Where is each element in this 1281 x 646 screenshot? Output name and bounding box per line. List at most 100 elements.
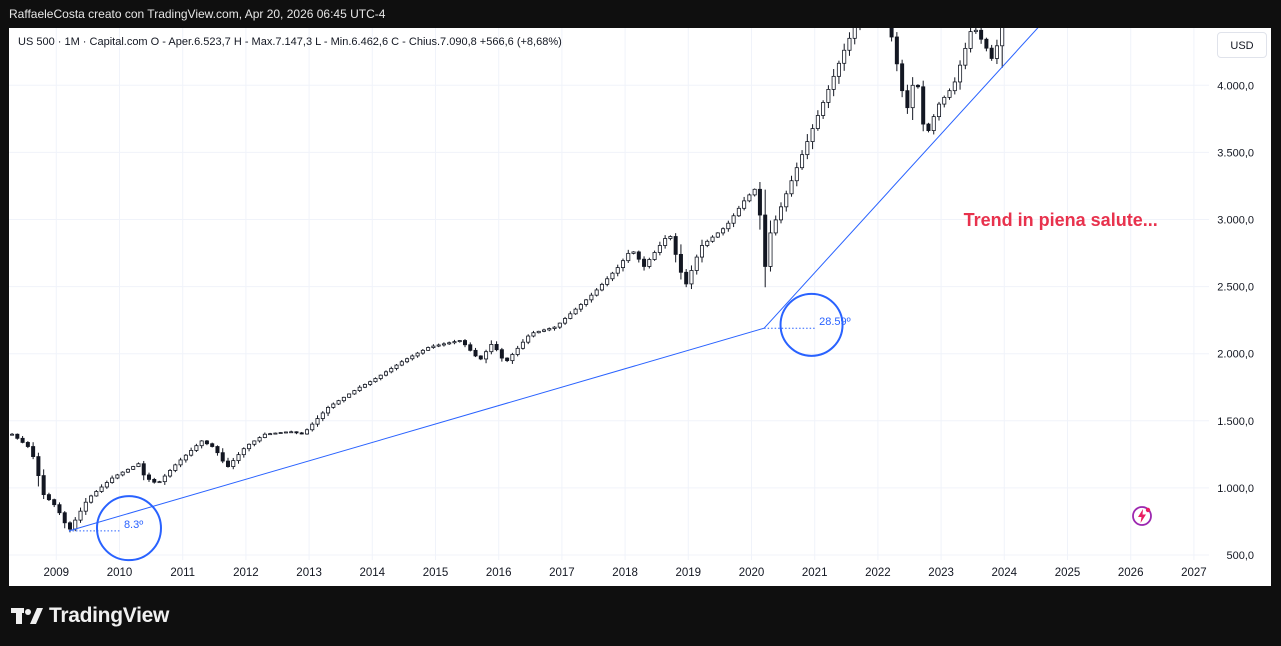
candle-up — [573, 308, 578, 315]
candle-up — [952, 81, 957, 92]
candle-up — [194, 445, 199, 451]
currency-button[interactable]: USD — [1217, 32, 1267, 58]
candle-up — [415, 352, 420, 357]
candle-up — [283, 431, 288, 434]
candle-up — [936, 103, 941, 118]
candle-up — [125, 468, 130, 473]
candle-up — [547, 328, 552, 331]
y-tick-label: 1.500,0 — [1217, 416, 1254, 428]
candle-down — [757, 188, 762, 216]
time-axis[interactable]: 2009 2010 2011 2012 2013 2014 2015 2016 2017 2018… — [44, 567, 1207, 579]
candle-down — [220, 452, 225, 462]
candle-up — [431, 345, 436, 348]
candle-up — [326, 406, 331, 414]
lightning-icon[interactable] — [1131, 505, 1153, 527]
candle-up — [383, 371, 388, 376]
candle-up — [689, 270, 694, 285]
candle-up — [273, 432, 278, 435]
y-tick-label: 3.000,0 — [1217, 215, 1254, 227]
candle-up — [826, 89, 831, 103]
candle-down — [678, 253, 683, 273]
candle-up — [805, 141, 810, 156]
author-line: RaffaeleCosta creato con TradingView.com… — [9, 7, 386, 21]
candle-up — [426, 347, 431, 351]
angle-circle — [779, 292, 844, 357]
candle-up — [847, 37, 852, 51]
candle-up — [584, 299, 589, 305]
candle-up — [557, 322, 562, 328]
candle-up — [773, 219, 778, 234]
candle-down — [462, 340, 467, 346]
grid — [9, 28, 1209, 560]
candle-down — [46, 494, 51, 501]
candle-up — [794, 167, 799, 182]
candle-up — [520, 341, 525, 349]
candle-up — [399, 361, 404, 366]
candle-up — [278, 432, 283, 434]
candle-down — [900, 63, 905, 92]
candles — [10, 28, 1005, 533]
candle-up — [173, 464, 178, 471]
candle-up — [747, 194, 752, 202]
candle-up — [599, 283, 604, 291]
candle-up — [626, 252, 631, 262]
candle-up — [10, 433, 15, 436]
candle-up — [115, 474, 120, 479]
candle-down — [67, 522, 72, 530]
candle-up — [268, 433, 273, 436]
candle-up — [710, 236, 715, 242]
candle-down — [215, 446, 220, 454]
x-tick-label: 2017 — [549, 567, 575, 579]
candle-down — [478, 355, 483, 360]
candle-up — [183, 454, 188, 461]
candle-up — [836, 62, 841, 77]
tradingview-brand[interactable]: TradingView — [11, 601, 169, 631]
x-tick-label: 2021 — [802, 567, 828, 579]
candle-up — [705, 240, 710, 246]
candle-up — [968, 31, 973, 49]
candle-down — [41, 475, 46, 496]
candle-up — [484, 351, 489, 360]
candle-up — [457, 340, 462, 343]
candle-down — [210, 443, 215, 447]
candle-up — [694, 256, 699, 271]
candle-up — [821, 102, 826, 116]
candle-down — [20, 437, 25, 443]
candle-up — [162, 475, 167, 483]
x-tick-label: 2012 — [233, 567, 259, 579]
candle-down — [505, 357, 510, 362]
candle-up — [789, 180, 794, 195]
candle-down — [299, 432, 304, 435]
candle-up — [526, 335, 531, 343]
candle-up — [736, 207, 741, 217]
candle-down — [494, 344, 499, 351]
candle-down — [52, 499, 57, 506]
candle-up — [336, 400, 341, 405]
candle-up — [731, 215, 736, 224]
candle-up — [721, 228, 726, 234]
candle-up — [168, 470, 173, 477]
candle-up — [262, 433, 267, 438]
candle-up — [320, 412, 325, 419]
candle-up — [647, 259, 652, 267]
candle-down — [204, 440, 209, 445]
candle-up — [931, 116, 936, 131]
candle-up — [610, 272, 615, 280]
candle-down — [894, 36, 899, 65]
candle-up — [831, 75, 836, 90]
candle-up — [310, 423, 315, 431]
candle-up — [552, 326, 557, 329]
candle-down — [152, 479, 157, 483]
candle-up — [699, 245, 704, 258]
candle-up — [963, 47, 968, 66]
x-tick-label: 2022 — [865, 567, 891, 579]
x-tick-label: 2023 — [928, 567, 954, 579]
candle-up — [331, 403, 336, 408]
candle-down — [684, 271, 689, 285]
candle-up — [420, 349, 425, 354]
candle-up — [615, 267, 620, 274]
price-axis[interactable]: 500,0 1.000,0 1.500,0 2.000,0 2.500,0 3.000,0… — [1217, 28, 1254, 562]
candle-up — [973, 29, 978, 33]
